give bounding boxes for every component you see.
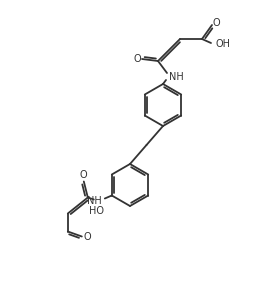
Text: HO: HO xyxy=(89,206,104,215)
Text: OH: OH xyxy=(216,39,231,49)
Text: O: O xyxy=(133,54,141,64)
Text: NH: NH xyxy=(169,72,184,82)
Text: O: O xyxy=(83,233,91,243)
Text: O: O xyxy=(79,170,87,180)
Text: NH: NH xyxy=(87,196,102,206)
Text: O: O xyxy=(212,18,220,28)
